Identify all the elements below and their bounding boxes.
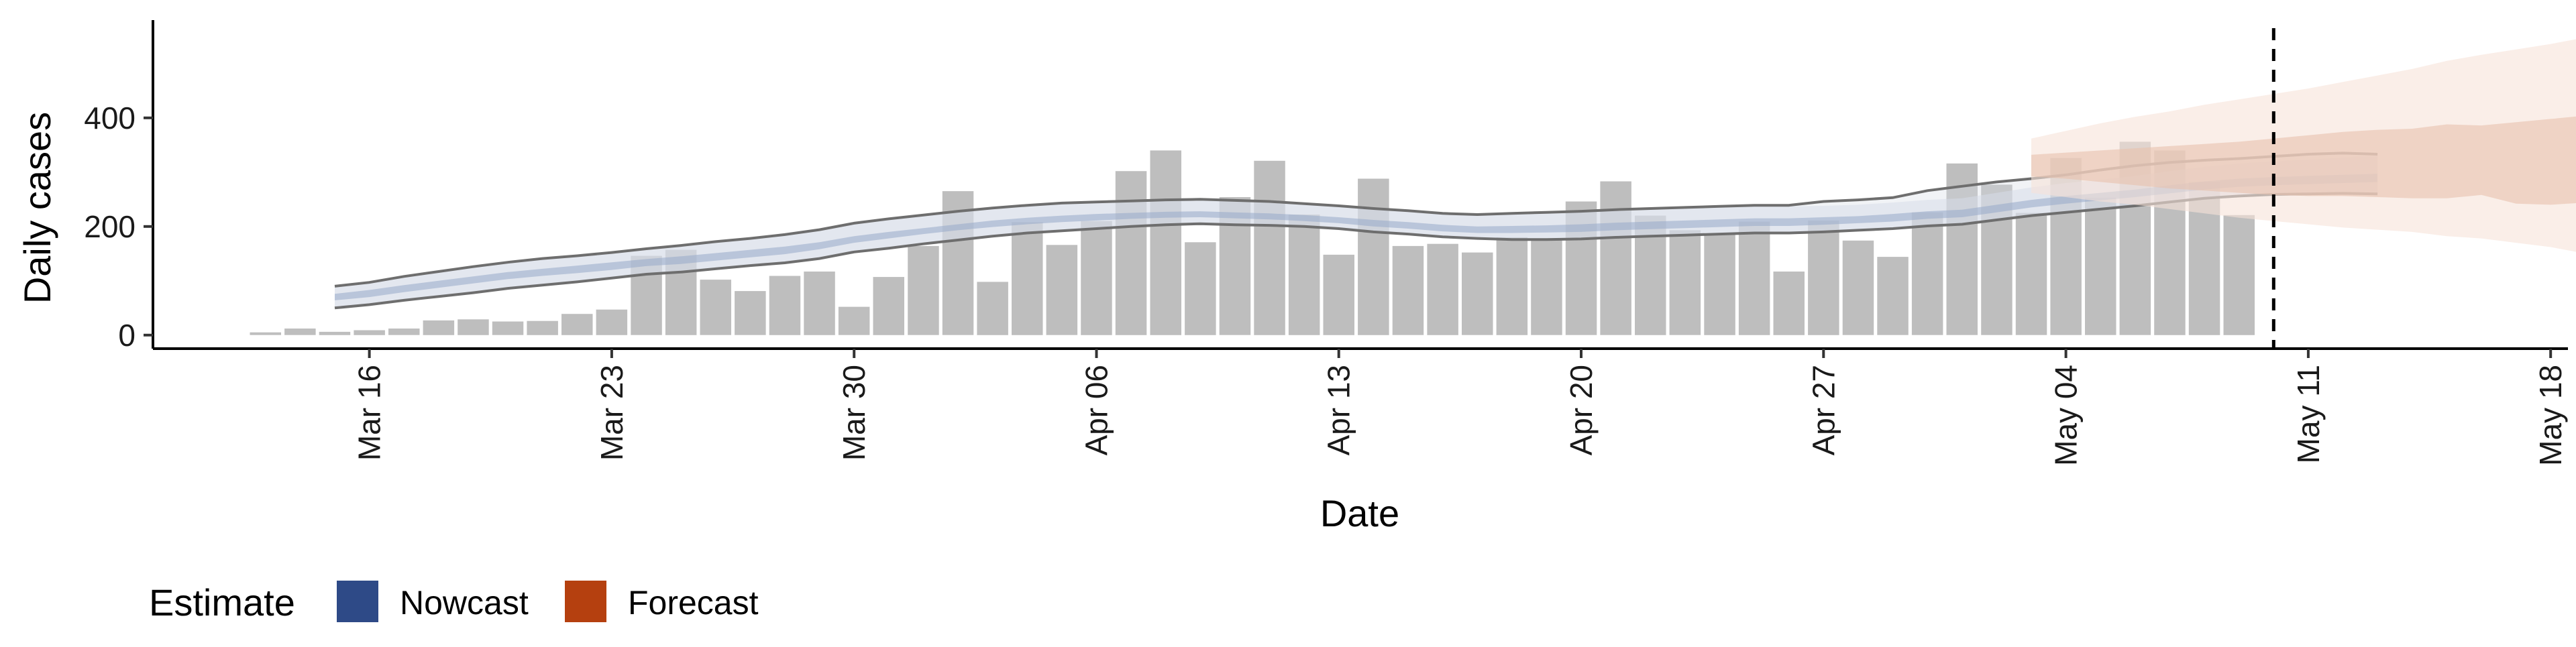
bar [804,272,835,335]
bar [1358,178,1389,335]
x-axis-title: Date [1320,492,1399,534]
bar [1600,181,1631,335]
bar [1462,252,1493,335]
bar [1046,245,1078,335]
bar [1877,257,1909,335]
bar [2223,215,2255,335]
bar [354,330,385,335]
bar [423,320,455,335]
x-tick-label: Apr 27 [1806,365,1841,456]
bar [1773,272,1805,335]
bar [873,277,904,335]
bar [388,329,420,335]
bar [319,331,351,335]
bar [2015,213,2047,335]
x-tick-label: Apr 20 [1564,365,1599,456]
x-tick-label: May 04 [2049,365,2084,466]
bar [769,276,801,335]
bar [1254,160,1285,335]
nowcast-lower-line [334,192,2378,310]
bar [1496,237,1528,335]
bar [458,319,489,335]
y-tick-label: 0 [118,318,136,353]
bar [838,306,870,335]
forecast-inner-band [2031,116,2576,205]
bar [1185,242,1216,335]
bar [1392,245,1424,335]
bar [1427,243,1458,335]
x-tick-label: Apr 06 [1079,365,1114,456]
y-tick-label: 200 [84,209,136,244]
bar [700,280,731,335]
x-tick-label: May 18 [2533,365,2568,466]
legend-title: Estimate [149,581,295,624]
bars-layer [250,141,2255,335]
y-axis-title: Daily cases [16,112,58,304]
bar [1115,171,1147,335]
bar [908,245,939,335]
x-tick-label: Mar 16 [352,365,387,461]
ticks-layer: 0 200 400 Mar 16 Mar 23 Mar 30 Apr 06 Apr 13 Apr… [84,101,2568,466]
bar [1150,150,1181,335]
bar [492,321,524,335]
bar [1911,212,1943,335]
bar [1012,222,1043,335]
bar [2085,197,2116,335]
bar [596,309,628,335]
bar [284,329,316,335]
legend: Estimate Nowcast Forecast [149,581,759,624]
axes-layer [152,20,2568,350]
x-tick-label: Mar 23 [594,365,629,461]
legend-swatch-nowcast [337,581,378,622]
bar [561,314,593,335]
bar [1081,221,1112,335]
bar [1323,254,1354,335]
bar [1842,240,1874,335]
bar [1669,230,1701,335]
bar [250,332,281,335]
legend-swatch-forecast [565,581,606,622]
x-tick-label: Apr 13 [1322,365,1356,456]
bar [735,291,766,335]
legend-label-forecast: Forecast [628,584,759,622]
legend-label-nowcast: Nowcast [400,584,529,622]
bar [1704,233,1735,335]
bar [527,320,558,335]
bar [977,282,1008,335]
bar [1531,240,1562,335]
bar [1808,220,1839,335]
bar [1288,215,1320,335]
bar [1738,221,1770,335]
bar [1946,163,1978,335]
x-tick-label: May 11 [2291,365,2326,463]
y-tick-label: 400 [84,101,136,135]
bands-layer [334,28,2576,349]
x-tick-label: Mar 30 [837,365,871,461]
